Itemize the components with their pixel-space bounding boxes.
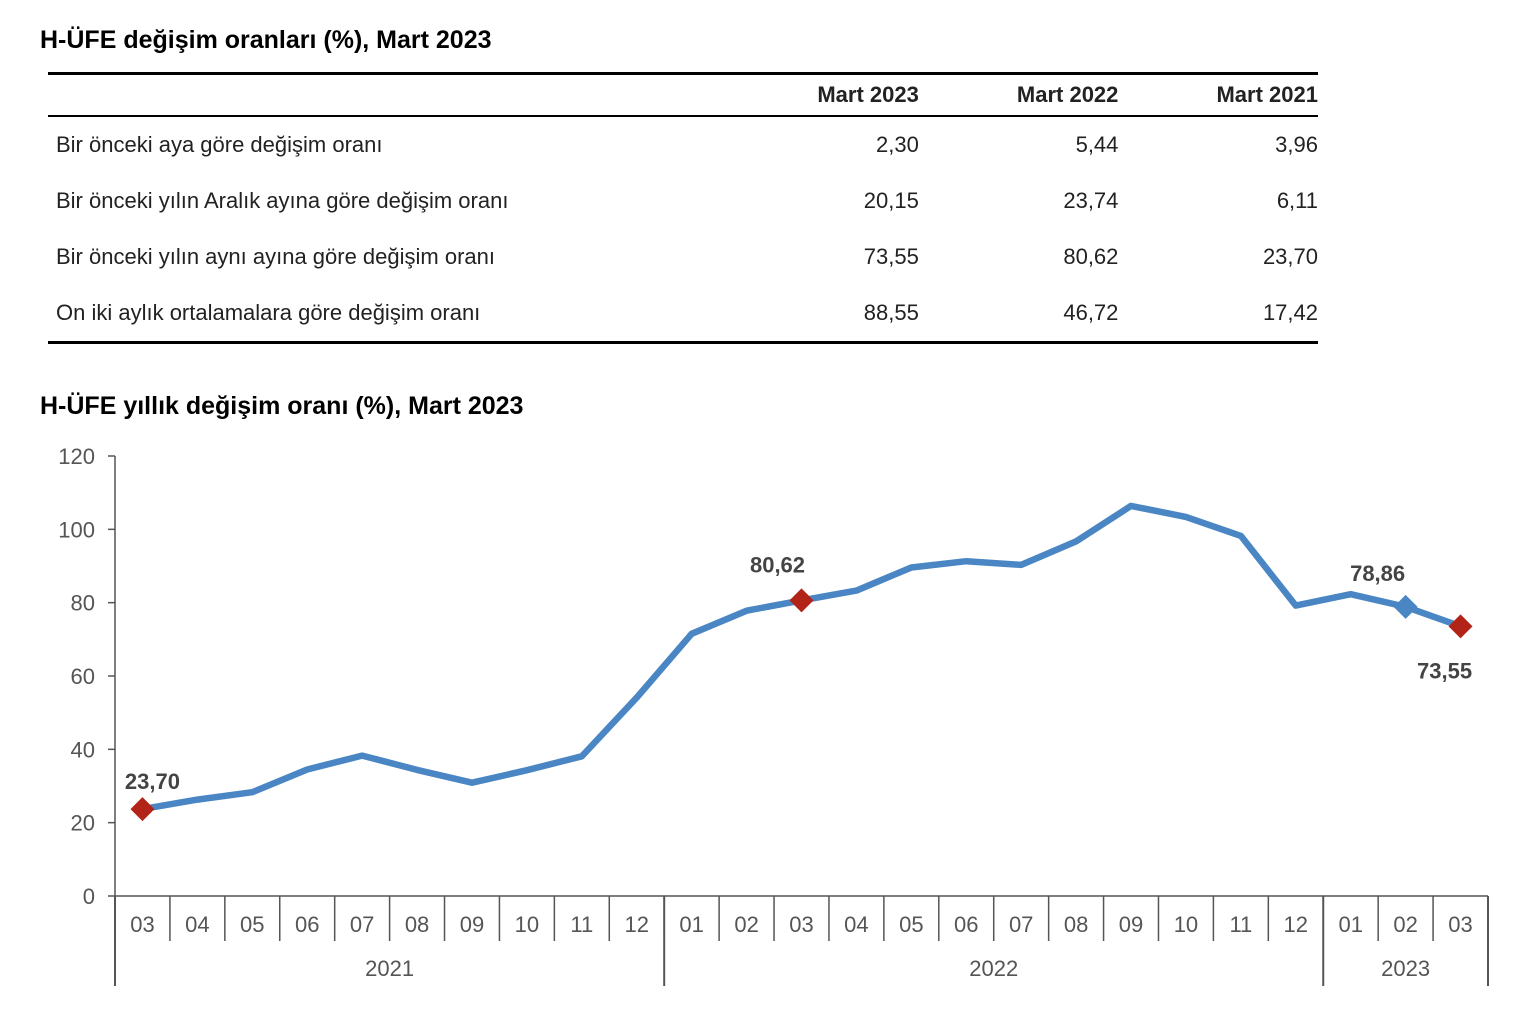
y-tick-label: 100 <box>58 517 95 542</box>
x-tick-label: 08 <box>1064 912 1088 937</box>
data-label: 73,55 <box>1417 658 1472 683</box>
table-row: Bir önceki aya göre değişim oranı 2,30 5… <box>48 116 1318 173</box>
x-tick-label: 05 <box>240 912 264 937</box>
data-point-marker <box>130 797 155 822</box>
x-tick-label: 01 <box>1338 912 1362 937</box>
row-label: Bir önceki yılın Aralık ayına göre değiş… <box>56 188 509 213</box>
x-tick-label: 02 <box>734 912 758 937</box>
x-tick-label: 02 <box>1393 912 1417 937</box>
x-tick-label: 06 <box>295 912 319 937</box>
table-cell: 80,62 <box>1063 244 1119 269</box>
table-header-empty <box>48 72 720 117</box>
x-tick-label: 11 <box>570 912 593 937</box>
y-tick-label: 20 <box>71 811 95 836</box>
x-tick-label: 08 <box>405 912 429 937</box>
row-label: On iki aylık ortalamalara göre değişim o… <box>48 285 720 344</box>
row-label: Bir önceki aya göre değişim oranı <box>56 132 383 157</box>
table-header-mart-2022: Mart 2022 <box>918 72 1119 117</box>
table-row: Bir önceki yılın Aralık ayına göre değiş… <box>48 173 1318 229</box>
y-tick-label: 40 <box>71 737 95 762</box>
x-tick-label: 11 <box>1229 912 1252 937</box>
rate-table: Mart 2023 Mart 2022 Mart 2021 Bir önceki… <box>48 72 1318 344</box>
table-header-mart-2021: Mart 2021 <box>1118 72 1318 117</box>
x-tick-label: 10 <box>1174 912 1198 937</box>
table-cell: 6,11 <box>1276 188 1318 213</box>
y-tick-label: 120 <box>58 444 95 469</box>
x-tick-label: 03 <box>1448 912 1472 937</box>
year-label: 2021 <box>365 956 414 981</box>
table-cell: 73,55 <box>863 244 919 269</box>
table-cell: 3,96 <box>1275 132 1318 157</box>
data-point-marker <box>1393 594 1418 619</box>
x-tick-label: 03 <box>130 912 154 937</box>
data-point-marker <box>1448 614 1473 639</box>
x-tick-label: 09 <box>460 912 484 937</box>
table-cell: 17,42 <box>1118 285 1318 344</box>
table-cell: 2,30 <box>876 132 919 157</box>
data-label: 78,86 <box>1350 561 1405 586</box>
data-label: 23,70 <box>125 769 180 794</box>
x-tick-label: 12 <box>624 912 648 937</box>
y-tick-label: 0 <box>83 884 95 909</box>
table-cell: 88,55 <box>719 285 919 344</box>
x-tick-label: 01 <box>679 912 703 937</box>
table-row: On iki aylık ortalamalara göre değişim o… <box>48 285 1318 344</box>
table-title: H-ÜFE değişim oranları (%), Mart 2023 <box>40 26 492 54</box>
year-label: 2023 <box>1381 956 1430 981</box>
table-row: Bir önceki yılın aynı ayına göre değişim… <box>48 229 1318 285</box>
table-cell: 23,74 <box>1063 188 1119 213</box>
table-cell: 23,70 <box>1262 244 1318 269</box>
x-tick-label: 06 <box>954 912 978 937</box>
table-header-row: Mart 2023 Mart 2022 Mart 2021 <box>48 72 1318 117</box>
x-tick-label: 07 <box>350 912 374 937</box>
x-tick-label: 10 <box>515 912 539 937</box>
x-tick-label: 07 <box>1009 912 1033 937</box>
table-cell: 46,72 <box>918 285 1119 344</box>
x-tick-label: 12 <box>1284 912 1308 937</box>
y-tick-label: 60 <box>71 664 95 689</box>
table-cell: 5,44 <box>1075 132 1119 157</box>
table-cell: 20,15 <box>863 188 919 213</box>
series-line <box>139 502 1464 813</box>
x-tick-label: 09 <box>1119 912 1143 937</box>
x-tick-label: 03 <box>789 912 813 937</box>
x-tick-label: 04 <box>844 912 868 937</box>
row-label: Bir önceki yılın aynı ayına göre değişim… <box>56 244 496 269</box>
year-label: 2022 <box>969 956 1018 981</box>
chart-title: H-ÜFE yıllık değişim oranı (%), Mart 202… <box>40 392 524 420</box>
x-tick-label: 05 <box>899 912 923 937</box>
y-tick-label: 80 <box>71 591 95 616</box>
data-point-marker <box>789 588 814 613</box>
data-label: 80,62 <box>750 552 805 577</box>
x-tick-label: 04 <box>185 912 209 937</box>
table-header-mart-2023: Mart 2023 <box>719 72 919 117</box>
